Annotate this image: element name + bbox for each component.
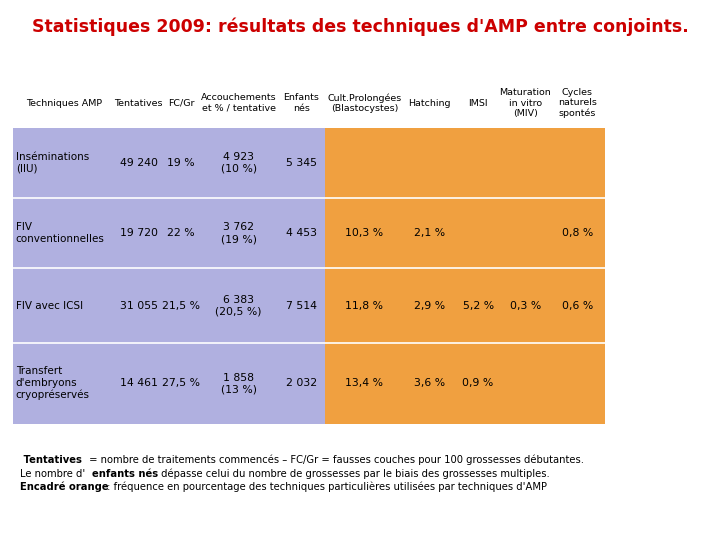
Text: FC/Gr: FC/Gr [168,99,194,107]
Text: 3 762
(19 %): 3 762 (19 %) [220,222,257,244]
Bar [13,198,325,268]
Text: Cult.Prolongées
(Blastocystes): Cult.Prolongées (Blastocystes) [327,93,402,113]
Text: 21,5 %: 21,5 % [162,301,200,310]
Text: FIV
conventionnelles: FIV conventionnelles [16,222,104,244]
Text: : fréquence en pourcentage des techniques particulières utilisées par techniques: : fréquence en pourcentage des technique… [104,482,547,492]
Text: 0,8 %: 0,8 % [562,228,593,238]
Text: 0,3 %: 0,3 % [510,301,541,310]
Text: 7 514: 7 514 [286,301,317,310]
Text: 2 032: 2 032 [286,379,317,388]
Text: 4 453: 4 453 [286,228,317,238]
Text: FIV avec ICSI: FIV avec ICSI [16,301,83,310]
Text: 11,8 %: 11,8 % [346,301,383,310]
Text: 3,6 %: 3,6 % [414,379,445,388]
Text: = nombre de traitements commencés – FC/Gr = fausses couches pour 100 grossesses : = nombre de traitements commencés – FC/G… [86,455,584,465]
Text: 31 055: 31 055 [120,301,158,310]
Bar [13,128,325,198]
Text: 49 240: 49 240 [120,158,158,168]
Text: 2,1 %: 2,1 % [414,228,445,238]
Text: 5,2 %: 5,2 % [462,301,494,310]
Text: 0,9 %: 0,9 % [462,379,494,388]
Bar [325,128,605,198]
Text: 1 858
(13 %): 1 858 (13 %) [220,373,257,394]
Text: Statistiques 2009: résultats des techniques d'AMP entre conjoints.: Statistiques 2009: résultats des techniq… [32,18,688,36]
Text: 6 383
(20,5 %): 6 383 (20,5 %) [215,295,262,316]
Text: 22 %: 22 % [167,228,195,238]
Text: Cycles
naturels
spontés: Cycles naturels spontés [558,88,597,118]
Text: Le nombre d': Le nombre d' [20,469,86,479]
Text: IMSI: IMSI [468,99,488,107]
Text: Transfert
d'embryons
cryopréservés: Transfert d'embryons cryopréservés [16,367,90,400]
Bar [325,268,605,343]
Text: 19 720: 19 720 [120,228,158,238]
Text: dépasse celui du nombre de grossesses par le biais des grossesses multiples.: dépasse celui du nombre de grossesses pa… [158,469,550,480]
Text: 0,6 %: 0,6 % [562,301,593,310]
Text: 13,4 %: 13,4 % [346,379,383,388]
Text: Inséminations
(IIU): Inséminations (IIU) [16,152,89,174]
Text: Accouchements
et % / tentative: Accouchements et % / tentative [201,93,276,113]
Bar [13,268,325,343]
Bar [13,343,325,424]
Text: Tentatives: Tentatives [114,99,163,107]
Text: 10,3 %: 10,3 % [346,228,383,238]
Bar [325,198,605,268]
Text: Hatching: Hatching [408,99,451,107]
Text: 4 923
(10 %): 4 923 (10 %) [220,152,257,174]
Text: Encadré orange: Encadré orange [20,482,109,492]
Text: Techniques AMP: Techniques AMP [26,99,102,107]
Text: 2,9 %: 2,9 % [414,301,445,310]
Text: Maturation
in vitro
(MIV): Maturation in vitro (MIV) [500,88,551,118]
Text: 19 %: 19 % [167,158,195,168]
Text: 27,5 %: 27,5 % [162,379,200,388]
Bar [325,343,605,424]
Text: enfants nés: enfants nés [92,469,158,479]
Text: Tentatives: Tentatives [20,455,82,465]
Text: Enfants
nés: Enfants nés [284,93,319,113]
Text: 14 461: 14 461 [120,379,158,388]
Text: 5 345: 5 345 [286,158,317,168]
